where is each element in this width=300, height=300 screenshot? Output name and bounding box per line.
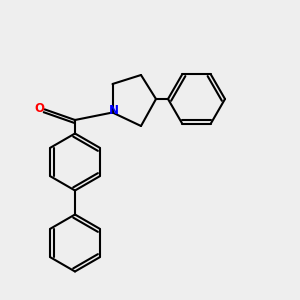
Text: O: O [34, 101, 45, 115]
Text: N: N [109, 104, 119, 118]
